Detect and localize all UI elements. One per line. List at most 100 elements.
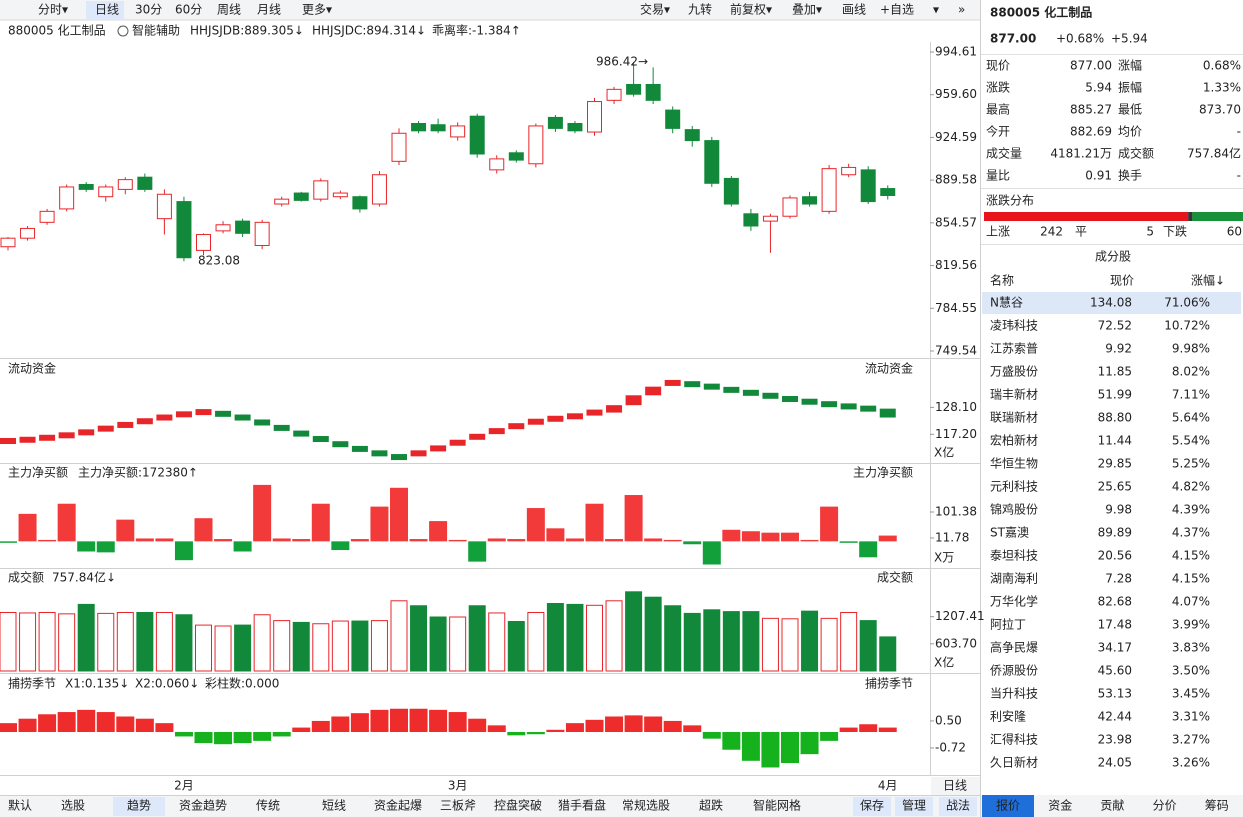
stock-name[interactable]: 瑞丰新材: [990, 387, 1038, 402]
side-tab[interactable]: 贡献: [1100, 798, 1124, 813]
panel-value: X2:0.060↓: [135, 677, 199, 691]
strategy-tab[interactable]: 超跌: [699, 798, 723, 813]
volume-bar: [155, 612, 173, 672]
strategy-tab[interactable]: 资金趋势: [179, 798, 227, 813]
flow-bar: [254, 419, 271, 426]
toolbar-tab[interactable]: 分时▾: [38, 3, 68, 17]
stock-price: 11.85: [1098, 365, 1132, 379]
toolbar-button[interactable]: 交易▾: [640, 2, 670, 17]
stock-change: 4.15%: [1172, 572, 1210, 586]
stock-name[interactable]: 高争民爆: [990, 640, 1038, 655]
candle-body: [117, 179, 133, 190]
stock-name[interactable]: 锦鸡股份: [990, 502, 1038, 517]
stock-name[interactable]: 凌玮科技: [990, 319, 1038, 333]
panel-title-right: 捕捞季节: [865, 676, 913, 691]
stock-name[interactable]: 华恒生物: [990, 457, 1038, 471]
strategy-tab[interactable]: 趋势: [127, 799, 151, 813]
volume-bar: [292, 621, 310, 672]
stock-price: 134.08: [1090, 296, 1132, 310]
stock-name[interactable]: 元利科技: [990, 480, 1038, 494]
side-tab[interactable]: 筹码: [1205, 799, 1229, 813]
action-button[interactable]: 保存: [860, 799, 884, 813]
volume-bar: [97, 612, 115, 672]
candle-body: [645, 83, 661, 101]
bar: [859, 541, 878, 558]
toolbar-button[interactable]: 画线: [842, 3, 866, 17]
strategy-tab[interactable]: 控盘突破: [494, 798, 542, 813]
toolbar-button[interactable]: 九转: [688, 2, 712, 17]
bottom-bar: [0, 795, 980, 817]
bar: [820, 732, 839, 741]
assist-icon[interactable]: [117, 25, 129, 37]
stock-name[interactable]: 久日新材: [990, 755, 1038, 770]
action-button[interactable]: 战法: [946, 799, 970, 813]
stock-name[interactable]: 湖南海利: [990, 571, 1038, 586]
strategy-tab[interactable]: 传统: [256, 798, 280, 813]
bar: [116, 519, 135, 542]
strategy-tab[interactable]: 默认: [8, 798, 32, 813]
toolbar-tab[interactable]: 日线: [95, 3, 119, 17]
toolbar-button[interactable]: ▾: [933, 3, 939, 17]
side-tab[interactable]: 分价: [1153, 799, 1177, 813]
bar: [839, 541, 858, 543]
candle-body: [254, 221, 270, 247]
stock-name[interactable]: 泰坦科技: [990, 549, 1038, 563]
toolbar-button[interactable]: 叠加▾: [792, 3, 822, 17]
stock-name[interactable]: 当升科技: [990, 687, 1038, 701]
column-header[interactable]: 涨幅↓: [1191, 273, 1225, 288]
stock-name[interactable]: 宏柏新材: [990, 433, 1038, 448]
y-tick-label: 749.54: [935, 344, 977, 358]
candle-body: [547, 116, 563, 129]
stock-name[interactable]: 利安隆: [990, 709, 1026, 724]
toolbar-tab[interactable]: 60分: [175, 3, 202, 17]
stock-name[interactable]: 汇得科技: [990, 732, 1038, 747]
volume-bar: [722, 611, 740, 672]
strategy-tab[interactable]: 三板斧: [440, 799, 476, 813]
stock-name[interactable]: N慧谷: [990, 295, 1023, 310]
side-tab[interactable]: 资金: [1048, 798, 1072, 813]
bar: [644, 716, 663, 733]
bar: [18, 718, 37, 733]
candle-body: [528, 125, 544, 165]
y-tick-label: 1207.41: [935, 609, 985, 623]
strategy-tab[interactable]: 选股: [61, 799, 85, 813]
column-header[interactable]: 现价: [1110, 274, 1134, 288]
low-annotation: 823.08: [198, 254, 240, 268]
strategy-tab[interactable]: 智能网格: [753, 798, 801, 813]
candle-body: [841, 166, 857, 176]
toolbar-tab[interactable]: 月线: [257, 3, 281, 17]
toolbar-tab[interactable]: 30分: [135, 3, 162, 17]
flow-bar: [19, 436, 36, 443]
stock-name[interactable]: 侨源股份: [990, 664, 1038, 678]
stock-name[interactable]: ST嘉澳: [990, 526, 1029, 540]
candle-body: [137, 176, 153, 190]
strategy-tab[interactable]: 常规选股: [622, 798, 670, 813]
candle-body: [196, 234, 211, 251]
stock-name[interactable]: 联瑞新材: [990, 410, 1038, 425]
toolbar-tab[interactable]: 更多▾: [302, 3, 332, 17]
strategy-tab[interactable]: 短线: [322, 799, 346, 813]
stock-name[interactable]: 江苏索普: [990, 342, 1038, 356]
stock-name[interactable]: 万盛股份: [990, 364, 1038, 379]
stock-price: 42.44: [1098, 710, 1132, 724]
toolbar-button[interactable]: 前复权▾: [730, 2, 772, 17]
side-tab[interactable]: 报价: [996, 798, 1020, 813]
flow-bar: [664, 379, 681, 386]
stock-name[interactable]: 阿拉丁: [990, 617, 1026, 632]
candle-body: [508, 152, 524, 161]
stock-name[interactable]: 万华化学: [990, 594, 1038, 609]
bar: [0, 541, 17, 543]
toolbar-button[interactable]: +自选: [880, 3, 914, 17]
action-button[interactable]: 管理: [902, 798, 926, 813]
bar: [155, 538, 174, 542]
volume-bar: [370, 620, 388, 672]
panel-value: 主力净买额:172380↑: [78, 466, 198, 480]
bar: [683, 725, 702, 733]
strategy-tab[interactable]: 资金起爆: [374, 798, 422, 813]
toolbar-button[interactable]: »: [958, 3, 965, 17]
toolbar-tab[interactable]: 周线: [217, 3, 241, 17]
candle-body: [176, 201, 192, 259]
candle-body: [450, 125, 466, 138]
assist-label[interactable]: 智能辅助: [132, 23, 180, 38]
strategy-tab[interactable]: 猎手看盘: [558, 798, 606, 813]
